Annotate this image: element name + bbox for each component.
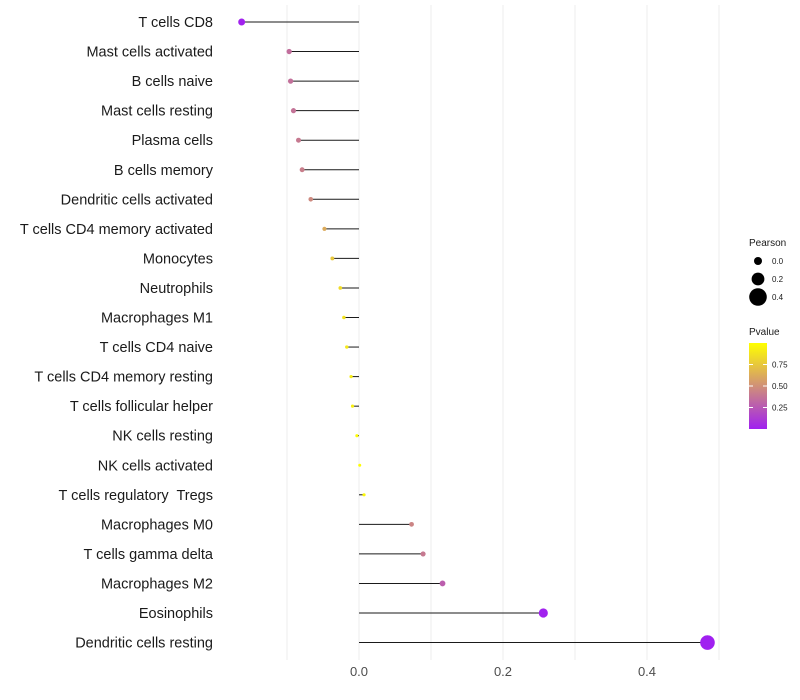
x-axis-ticks: 0.0 0.2 0.4 (350, 664, 656, 679)
point-layer (238, 18, 715, 650)
lollipop-point (439, 580, 446, 587)
lollipop-point (362, 493, 366, 497)
category-label: Dendritic cells activated (61, 192, 213, 208)
color-legend-label: 0.50 (772, 382, 788, 391)
category-label: T cells follicular helper (70, 399, 213, 415)
lollipop-point (420, 551, 426, 557)
lollipop-point (299, 167, 305, 173)
lollipop-point (342, 315, 346, 320)
size-legend-dot (754, 257, 762, 265)
color-legend-label: 0.25 (772, 404, 788, 413)
category-label: B cells naive (132, 74, 213, 90)
lollipop-point (538, 608, 548, 618)
category-label: Dendritic cells resting (75, 636, 213, 652)
x-tick-label: 0.2 (494, 664, 512, 679)
x-tick-label: 0.4 (638, 664, 656, 679)
lollipop-point (349, 374, 353, 379)
size-legend-dot (751, 272, 765, 286)
lollipop-point (350, 404, 355, 408)
category-label: B cells memory (114, 163, 214, 179)
lollipop-point (358, 463, 362, 467)
size-legend-title: Pearson (749, 238, 786, 249)
category-label: T cells CD4 naive (100, 340, 213, 356)
category-label: T cells gamma delta (84, 547, 214, 563)
category-label: Macrophages M1 (101, 311, 213, 327)
x-tick-label: 0.0 (350, 664, 368, 679)
category-label: Eosinophils (139, 606, 213, 622)
category-label: Mast cells activated (86, 45, 213, 61)
size-legend-label: 0.2 (772, 275, 784, 284)
category-label: T cells CD8 (138, 15, 213, 31)
category-label: T cells regulatory Tregs (59, 488, 213, 504)
lollipop-point (290, 108, 297, 114)
category-label: NK cells activated (98, 458, 213, 474)
category-label: T cells CD4 memory resting (34, 370, 213, 386)
grid-layer (286, 5, 720, 660)
pvalue-colorbar (749, 343, 767, 429)
lollipop-point (238, 18, 246, 26)
category-label: Monocytes (143, 251, 213, 267)
color-legend-items: 0.75 0.50 0.25 (749, 361, 788, 413)
lollipop-point (330, 256, 335, 261)
stem-layer (241, 21, 708, 644)
lollipop-point (700, 635, 715, 650)
size-legend-items: 0.0 0.2 0.4 (749, 257, 784, 306)
size-legend-dot (749, 288, 767, 306)
lollipop-point (345, 345, 349, 349)
legend: Pearson 0.0 0.2 0.4 Pvalue 0.75 0.50 0.25 (749, 238, 788, 429)
size-legend-label: 0.4 (772, 293, 784, 302)
lollipop-point (287, 78, 294, 84)
lollipop-point (296, 137, 302, 143)
color-legend-label: 0.75 (772, 361, 788, 370)
lollipop-point (409, 521, 414, 527)
color-legend-title: Pvalue (749, 327, 780, 338)
size-legend-label: 0.0 (772, 257, 784, 266)
lollipop-point (286, 48, 292, 55)
category-label: Neutrophils (140, 281, 213, 297)
category-label: Macrophages M2 (101, 576, 213, 592)
category-label: Mast cells resting (101, 104, 213, 120)
category-labels: T cells CD8 Mast cells activated B cells n… (20, 15, 214, 652)
category-label: T cells CD4 memory activated (20, 222, 213, 238)
category-label: Macrophages M0 (101, 517, 213, 533)
lollipop-point (308, 196, 314, 202)
lollipop-point (322, 226, 327, 231)
lollipop-point (338, 286, 343, 290)
category-label: Plasma cells (132, 133, 213, 149)
category-label: NK cells resting (112, 429, 213, 445)
lollipop-point (355, 434, 359, 438)
